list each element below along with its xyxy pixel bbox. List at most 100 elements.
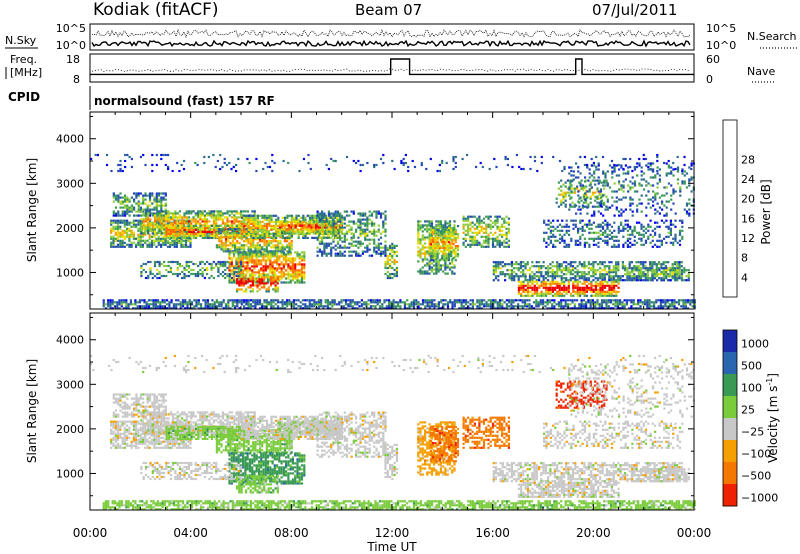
- power-cell: [279, 240, 282, 243]
- power-cell: [114, 225, 117, 228]
- power-cell: [126, 212, 129, 215]
- power-cell: [526, 292, 530, 295]
- power-cell: [215, 232, 218, 235]
- power-cell: [448, 246, 452, 249]
- power-cell: [316, 246, 319, 249]
- power-cell: [547, 223, 550, 226]
- power-cell: [157, 237, 160, 240]
- power-cell: [290, 232, 293, 235]
- power-cell: [538, 286, 541, 289]
- power-cell: [366, 250, 369, 253]
- power-cell: [522, 275, 525, 278]
- power-cell: [505, 237, 508, 240]
- power-cell: [294, 269, 297, 272]
- power-cell: [137, 219, 140, 222]
- power-cell: [524, 273, 527, 276]
- power-cell: [671, 267, 675, 270]
- power-cell: [522, 265, 525, 268]
- power-cell: [176, 218, 179, 221]
- power-cell: [242, 280, 245, 283]
- power-cell: [224, 264, 227, 268]
- power-cell: [620, 229, 623, 232]
- power-cell: [330, 216, 333, 219]
- power-cell: [343, 226, 346, 229]
- power-cell: [542, 292, 545, 295]
- power-cell: [497, 265, 500, 268]
- power-cell: [538, 267, 541, 270]
- power-cell: [454, 231, 457, 234]
- power-cell: [339, 244, 342, 247]
- power-cell: [268, 218, 271, 221]
- power-cell: [435, 272, 438, 275]
- power-cell: [235, 212, 238, 215]
- power-cell: [203, 216, 206, 219]
- power-cell: [241, 234, 244, 237]
- power-cell: [253, 212, 256, 215]
- power-cell: [167, 270, 170, 274]
- power-cell: [599, 229, 602, 232]
- power-cell: [261, 232, 264, 235]
- power-cell: [565, 292, 568, 295]
- power-cell: [183, 268, 186, 272]
- power-cell: [232, 275, 236, 278]
- power-cell: [228, 214, 231, 217]
- power-cell: [473, 241, 476, 244]
- power-cell: [658, 261, 661, 264]
- power-cell: [213, 224, 216, 227]
- power-cell: [189, 245, 192, 248]
- power-cell: [149, 212, 152, 215]
- power-cell: [226, 260, 229, 264]
- power-cell: [135, 225, 138, 228]
- power-cell: [642, 273, 645, 276]
- power-cell: [142, 222, 145, 225]
- power-cell: [665, 273, 668, 276]
- power-cell: [265, 274, 268, 277]
- power-cell: [522, 284, 525, 287]
- power-cell: [166, 245, 169, 248]
- power-cell: [558, 290, 561, 293]
- power-cell: [254, 246, 257, 249]
- power-cell: [571, 205, 574, 208]
- power-cell: [303, 259, 306, 262]
- power-cell: [395, 254, 398, 257]
- power-cell: [323, 244, 326, 247]
- power-cell: [248, 257, 251, 260]
- power-cell: [176, 236, 179, 239]
- power-cell: [585, 277, 588, 280]
- power-cell: [226, 232, 229, 235]
- power-cell: [615, 235, 618, 238]
- power-cell: [185, 262, 188, 266]
- power-cell: [197, 210, 200, 213]
- power-cell: [545, 282, 548, 285]
- power-cell: [393, 268, 396, 272]
- power-cell: [364, 212, 367, 215]
- power-cell: [243, 224, 246, 227]
- power-cell: [287, 251, 290, 254]
- power-cell: [260, 267, 263, 270]
- power-cell: [622, 225, 625, 228]
- power-cell: [234, 232, 237, 235]
- power-cell: [434, 241, 437, 244]
- power-cell: [178, 214, 181, 217]
- power-cell: [592, 265, 595, 268]
- power-cell: [306, 230, 309, 233]
- power-cell: [185, 230, 188, 233]
- power-cell: [352, 220, 355, 223]
- power-cell: [119, 245, 122, 248]
- power-cell: [508, 273, 511, 276]
- nsearch-label: N.Search: [747, 30, 797, 43]
- power-cell: [352, 210, 355, 213]
- power-cell: [240, 244, 243, 247]
- power-cell: [114, 194, 118, 197]
- power-cell: [642, 279, 645, 282]
- power-cell: [265, 230, 269, 233]
- power-cell: [674, 237, 677, 240]
- power-cell: [252, 250, 255, 253]
- power-cell: [323, 252, 326, 255]
- power-cell: [162, 204, 165, 207]
- power-cell: [494, 275, 498, 278]
- power-cell: [592, 261, 595, 264]
- power-cell: [250, 226, 253, 229]
- power-cell: [355, 222, 358, 225]
- power-cell: [517, 269, 520, 272]
